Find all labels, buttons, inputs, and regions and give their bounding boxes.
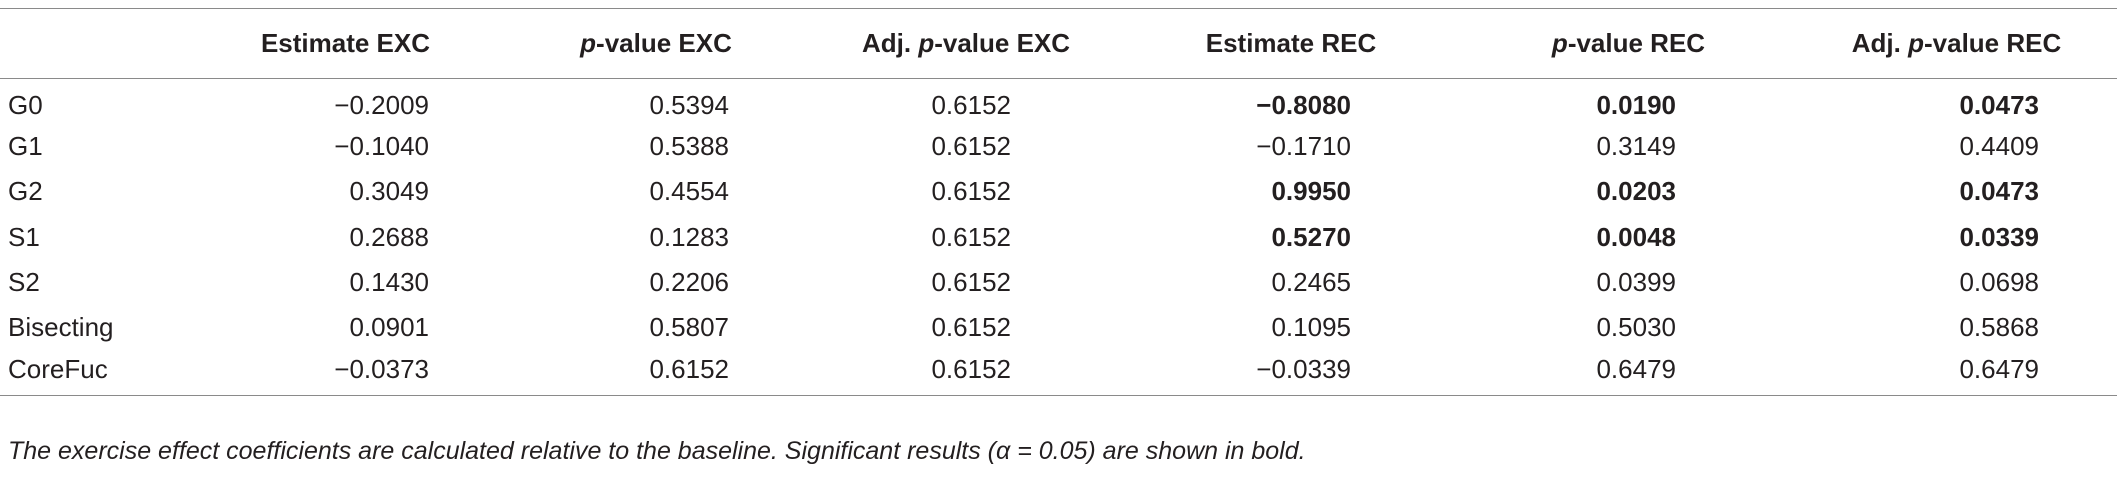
header-estimate-exc: Estimate EXC [190,8,501,79]
table-cell: 0.5270 [1271,221,1351,252]
table-cell: 0.6152 [931,130,1011,161]
table-cell: 0.4554 [649,176,729,207]
header-adj-pvalue-exc: Adj. p-value EXC [811,8,1121,79]
results-table: Estimate EXC p-value EXC Adj. p-value EX… [0,8,2117,397]
table-cell: 0.6479 [1461,350,1796,397]
table-cell: 0.1430 [349,266,429,297]
table-cell: 0.6152 [931,221,1011,252]
table-cell: 0.0048 [1596,221,1676,252]
table-row: Bisecting 0.0901 0.5807 0.6152 0.1095 0.5030 0… [0,305,2117,350]
table-cell: 0.0399 [1596,266,1676,297]
row-label: G0 [8,89,43,120]
table-cell: −0.1710 [1256,130,1351,161]
table-row: S1 0.2688 0.1283 0.6152 0.5270 0.0048 0.0339 [0,214,2117,259]
table-cell: 0.6152 [811,350,1121,397]
table-cell: 0.2688 [349,221,429,252]
table-row: CoreFuc −0.0373 0.6152 0.6152 −0.0339 0.6479 0… [0,350,2117,397]
row-label: S2 [8,266,40,297]
row-label: CoreFuc [0,350,190,397]
header-adj-pvalue-rec: Adj. p-value REC [1796,8,2117,79]
table-row: G1 −0.1040 0.5388 0.6152 −0.1710 0.3149 0.4409 [0,124,2117,169]
table-cell: 0.1095 [1271,312,1351,343]
table-row: S2 0.1430 0.2206 0.6152 0.2465 0.0399 0.0698 [0,260,2117,305]
table-cell: 0.5868 [1959,312,2039,343]
row-label: Bisecting [8,312,114,343]
table-cell: 0.0473 [1959,89,2039,120]
table-row: G0 −0.2009 0.5394 0.6152 −0.8080 0.0190 0.0473 [0,79,2117,124]
header-row: Estimate EXC p-value EXC Adj. p-value EX… [0,8,2117,79]
table-cell: 0.0698 [1959,266,2039,297]
header-estimate-rec: Estimate REC [1121,8,1461,79]
table-cell: 0.0190 [1596,89,1676,120]
table-cell: 0.0339 [1959,221,2039,252]
row-label: G1 [8,130,43,161]
table-cell: 0.6152 [501,350,811,397]
table-cell: 0.1283 [649,221,729,252]
table-cell: 0.6152 [931,89,1011,120]
table-cell: 0.0203 [1596,176,1676,207]
table-cell: 0.2465 [1271,266,1351,297]
header-cell-empty [0,8,190,79]
row-label: S1 [8,221,40,252]
row-label: G2 [8,176,43,207]
header-pvalue-exc: p-value EXC [501,8,811,79]
table-cell: 0.4409 [1959,130,2039,161]
table-cell: 0.9950 [1271,176,1351,207]
table-cell: −0.1040 [334,130,429,161]
table-row: G2 0.3049 0.4554 0.6152 0.9950 0.0203 0.0473 [0,169,2117,214]
table-cell: 0.0901 [349,312,429,343]
table-footnote: The exercise effect coefficients are cal… [8,437,1306,465]
table-cell: 0.6152 [931,312,1011,343]
table-cell: 0.5030 [1596,312,1676,343]
table-cell: 0.6152 [931,176,1011,207]
table-cell: 0.6479 [1796,350,2117,397]
table-cell: 0.3149 [1596,130,1676,161]
table-cell: 0.2206 [649,266,729,297]
table-cell: −0.0373 [190,350,501,397]
table-cell: 0.5394 [649,89,729,120]
header-pvalue-rec: p-value REC [1461,8,1796,79]
table-cell: 0.6152 [931,266,1011,297]
table-cell: 0.5807 [649,312,729,343]
table-cell: 0.3049 [349,176,429,207]
table-cell: 0.5388 [649,130,729,161]
table-cell: −0.8080 [1256,89,1351,120]
table-cell: −0.0339 [1121,350,1461,397]
table-cell: 0.0473 [1959,176,2039,207]
table-cell: −0.2009 [334,89,429,120]
